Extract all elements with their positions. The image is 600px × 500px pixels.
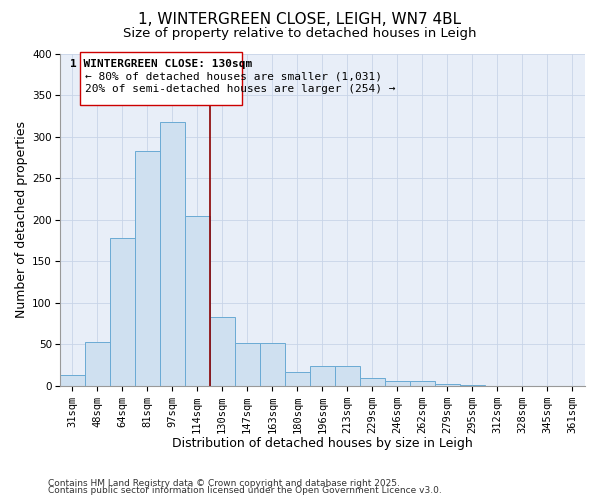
Text: Contains HM Land Registry data © Crown copyright and database right 2025.: Contains HM Land Registry data © Crown c…	[48, 478, 400, 488]
Bar	[235, 344, 260, 386]
Bar	[385, 382, 410, 386]
Bar	[410, 382, 435, 386]
Text: 1 WINTERGREEN CLOSE: 130sqm: 1 WINTERGREEN CLOSE: 130sqm	[70, 59, 252, 69]
Text: 20% of semi-detached houses are larger (254) →: 20% of semi-detached houses are larger (…	[85, 84, 395, 94]
FancyBboxPatch shape	[80, 52, 242, 106]
Bar	[260, 344, 285, 386]
X-axis label: Distribution of detached houses by size in Leigh: Distribution of detached houses by size …	[172, 437, 473, 450]
Bar	[209, 317, 235, 386]
Y-axis label: Number of detached properties: Number of detached properties	[15, 122, 28, 318]
Bar	[85, 342, 110, 386]
Bar	[435, 384, 460, 386]
Bar	[360, 378, 385, 386]
Bar	[310, 366, 335, 386]
Bar	[335, 366, 360, 386]
Bar	[185, 216, 209, 386]
Text: ← 80% of detached houses are smaller (1,031): ← 80% of detached houses are smaller (1,…	[85, 72, 382, 82]
Bar	[134, 151, 160, 386]
Text: Size of property relative to detached houses in Leigh: Size of property relative to detached ho…	[123, 28, 477, 40]
Bar	[160, 122, 185, 386]
Bar	[110, 238, 134, 386]
Bar	[460, 385, 485, 386]
Text: Contains public sector information licensed under the Open Government Licence v3: Contains public sector information licen…	[48, 486, 442, 495]
Bar	[285, 372, 310, 386]
Bar	[59, 375, 85, 386]
Text: 1, WINTERGREEN CLOSE, LEIGH, WN7 4BL: 1, WINTERGREEN CLOSE, LEIGH, WN7 4BL	[139, 12, 461, 28]
